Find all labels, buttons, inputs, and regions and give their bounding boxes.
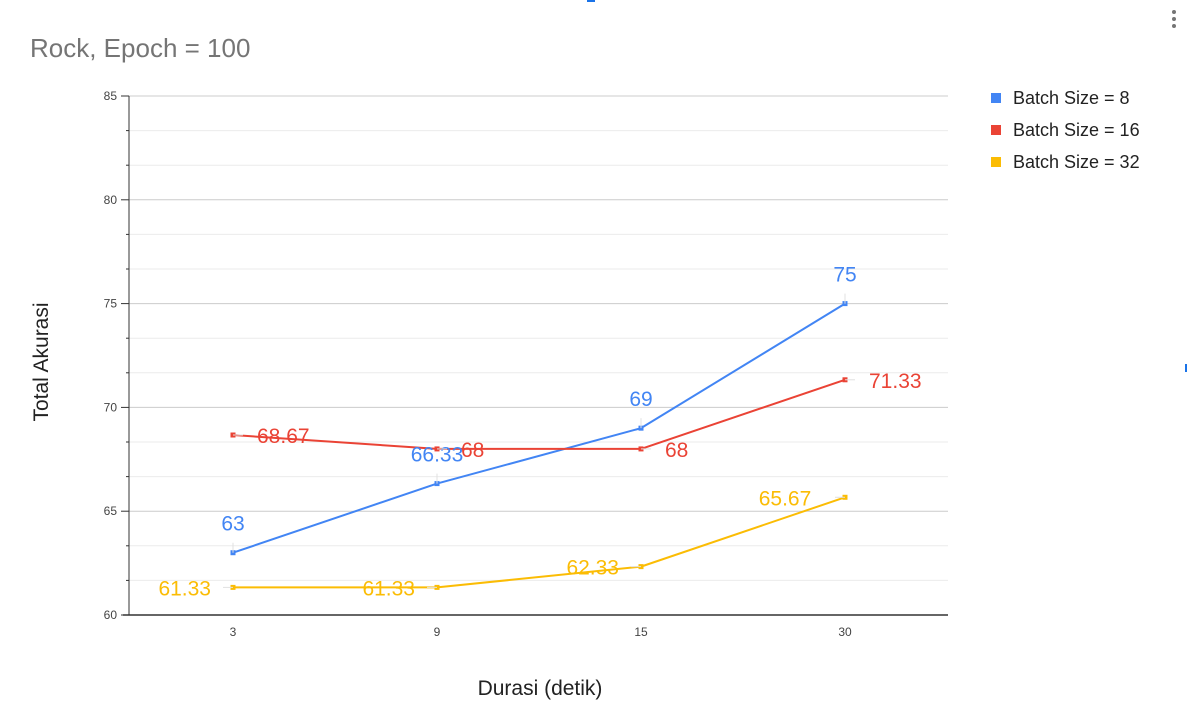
- y-tick-label: 85: [104, 89, 118, 103]
- x-tick-label: 15: [634, 625, 648, 639]
- y-tick-label: 60: [104, 608, 118, 622]
- data-label: 68: [461, 439, 484, 462]
- legend-entry: Batch Size = 32: [1013, 152, 1140, 172]
- data-label: 63: [221, 513, 244, 536]
- legend-entry: Batch Size = 16: [1013, 120, 1140, 140]
- grid-layer: [129, 95, 948, 581]
- series-layer: [230, 301, 848, 590]
- legend-swatch: [991, 93, 1001, 103]
- x-tick-label: 30: [838, 625, 852, 639]
- data-label: 61.33: [158, 577, 211, 600]
- data-label: 71.33: [869, 370, 922, 393]
- series-line: [232, 378, 846, 450]
- series-line: [233, 496, 846, 589]
- chart-title: Rock, Epoch = 100: [30, 33, 250, 63]
- legend-swatch: [991, 157, 1001, 167]
- y-tick-label: 65: [104, 504, 118, 518]
- data-label: 61.33: [362, 577, 415, 600]
- axis-layer: 60 65 70 75 80 85 3 9 15 30: [104, 89, 948, 639]
- data-label: 65.67: [759, 487, 812, 510]
- legend-entry: Batch Size = 8: [1013, 88, 1130, 108]
- y-tick-label: 70: [104, 400, 118, 414]
- x-tick-label: 9: [434, 625, 441, 639]
- selection-handle-top[interactable]: [587, 0, 595, 2]
- selection-handle-right[interactable]: [1185, 364, 1187, 372]
- data-label: 68: [665, 439, 688, 462]
- data-label: 75: [833, 264, 856, 287]
- y-tick-label: 75: [104, 297, 118, 311]
- data-label: 66.33: [411, 444, 464, 467]
- x-tick-label: 3: [230, 625, 237, 639]
- series-line: [232, 302, 846, 554]
- legend-swatch: [991, 125, 1001, 135]
- data-label: 69: [629, 388, 652, 411]
- legend: Batch Size = 8 Batch Size = 16 Batch Size …: [991, 88, 1140, 172]
- y-tick-label: 80: [104, 193, 118, 207]
- more-vert-icon[interactable]: [1166, 8, 1182, 32]
- y-axis-title: Total Akurasi: [30, 302, 53, 421]
- data-label-layer: 63 66.33 69 75 68.67 68 68 71.33 61.33 61.33 62.33…: [158, 264, 921, 601]
- data-label: 68.67: [257, 425, 310, 448]
- data-label: 62.33: [566, 557, 619, 580]
- x-axis-title: Durasi (detik): [478, 677, 603, 700]
